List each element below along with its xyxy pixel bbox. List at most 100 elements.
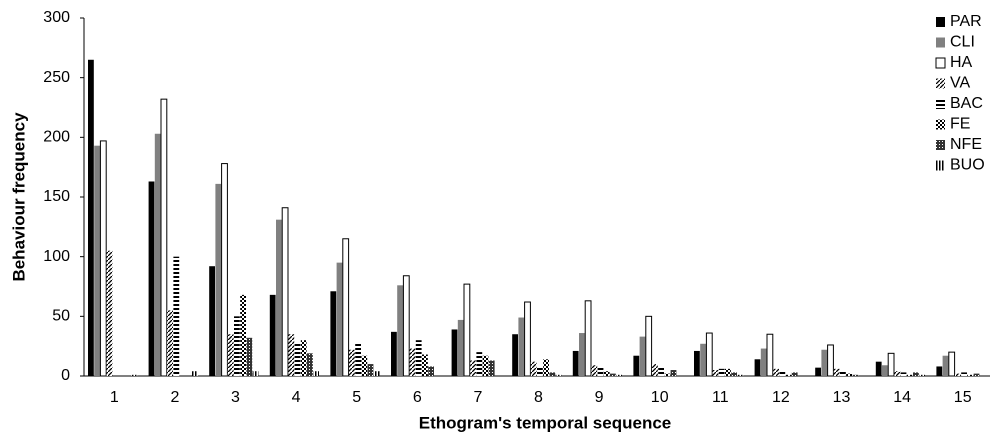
x-tick-label: 1 <box>110 389 119 406</box>
bar <box>737 374 744 376</box>
bar <box>766 333 774 377</box>
bar <box>269 294 276 376</box>
bar <box>106 250 113 376</box>
bar <box>192 371 198 376</box>
x-tick-label: 10 <box>651 389 669 406</box>
bar <box>973 373 980 376</box>
bar <box>355 343 361 376</box>
bar <box>658 366 664 376</box>
bar <box>227 334 234 376</box>
legend-label: BAC <box>950 95 983 112</box>
bar <box>731 372 737 376</box>
bar <box>94 145 100 376</box>
bar <box>342 238 350 377</box>
bar <box>167 310 173 376</box>
x-tick-label: 2 <box>170 389 179 406</box>
bar <box>451 329 458 376</box>
bar <box>307 353 313 376</box>
x-tick-label: 14 <box>893 389 911 406</box>
bar <box>476 352 483 376</box>
y-axis-title: Behaviour frequency <box>9 112 28 282</box>
bar <box>482 355 489 376</box>
bar <box>840 370 846 376</box>
bar <box>754 359 761 376</box>
bar <box>616 374 622 376</box>
bar <box>827 344 834 377</box>
bar <box>591 365 598 376</box>
x-axis-title: Ethogram's temporal sequence <box>419 413 672 432</box>
legend-label: FE <box>950 116 970 133</box>
bar <box>402 275 410 377</box>
bar <box>779 370 786 376</box>
legend-swatch <box>935 57 946 69</box>
x-tick-label: 4 <box>292 389 301 406</box>
bar <box>579 333 585 376</box>
bar <box>391 331 397 376</box>
x-tick-label: 11 <box>712 389 729 406</box>
bar <box>887 352 895 377</box>
bar <box>815 367 821 376</box>
bar <box>919 374 925 376</box>
y-tick-label: 200 <box>43 129 70 146</box>
bar <box>246 337 253 376</box>
bar <box>173 256 180 376</box>
bar <box>160 98 168 377</box>
legend-swatch <box>936 37 945 48</box>
bar <box>652 364 658 376</box>
bar <box>349 349 355 376</box>
bar <box>645 315 653 377</box>
bar <box>705 332 713 377</box>
bar <box>725 368 731 376</box>
bar <box>936 366 943 376</box>
bar <box>773 368 779 376</box>
y-tick-label: 300 <box>43 9 70 26</box>
x-tick-label: 5 <box>352 389 361 406</box>
bar <box>276 219 282 376</box>
y-tick-label: 0 <box>61 367 70 384</box>
bar <box>894 371 901 376</box>
bar <box>572 350 579 376</box>
bar <box>639 336 646 376</box>
bar <box>664 373 671 376</box>
legend-label: CLI <box>950 34 975 51</box>
bar <box>313 371 319 376</box>
bar <box>610 373 616 376</box>
bar <box>330 291 337 376</box>
bar <box>821 349 828 376</box>
bar <box>948 351 956 377</box>
legend-label: BUO <box>950 157 985 174</box>
bar <box>131 374 138 376</box>
bar <box>422 354 428 376</box>
bar <box>361 355 368 376</box>
bar <box>524 301 531 377</box>
legend-swatch <box>936 99 945 109</box>
bar <box>518 317 525 376</box>
bar <box>294 342 301 376</box>
bar <box>537 367 543 376</box>
bar <box>397 285 403 376</box>
bar <box>373 371 380 376</box>
bar <box>543 359 549 376</box>
bar <box>99 140 107 377</box>
bar <box>670 370 677 376</box>
bar <box>281 207 289 377</box>
bar <box>234 316 240 376</box>
bar <box>718 368 725 376</box>
bar <box>791 372 798 376</box>
x-tick-label: 15 <box>954 389 972 406</box>
legend-swatch <box>936 140 945 150</box>
bar <box>846 373 852 376</box>
bar <box>336 262 343 376</box>
x-tick-label: 6 <box>413 389 422 406</box>
legend-swatch <box>936 78 945 89</box>
x-tick-label: 3 <box>231 389 240 406</box>
bar <box>148 181 155 376</box>
y-tick-label: 250 <box>43 69 70 86</box>
bar <box>288 334 295 376</box>
bar <box>463 283 471 377</box>
bar <box>428 366 434 376</box>
legend-swatch <box>936 160 945 171</box>
bar <box>875 361 882 376</box>
bar <box>961 372 967 376</box>
